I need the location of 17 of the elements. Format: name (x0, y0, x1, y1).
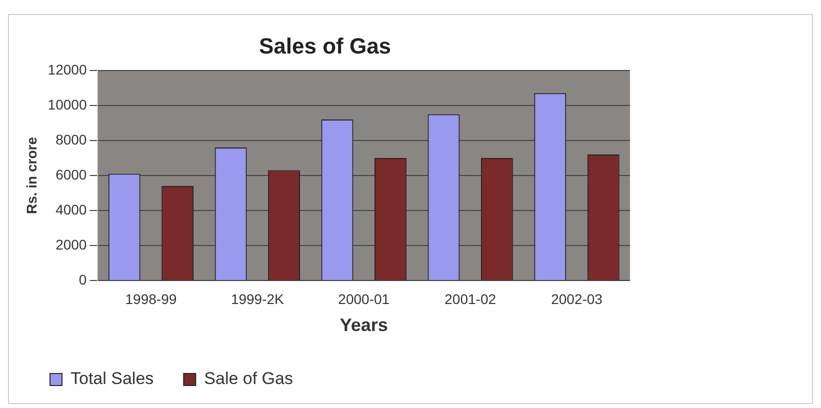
x-tick-label: 1999-2K (230, 290, 285, 307)
y-tick-label: 12000 (48, 61, 87, 78)
y-tick-label: 4000 (56, 201, 87, 218)
y-tick-label: 0 (78, 271, 87, 288)
x-axis-title: Years (340, 315, 388, 336)
x-tick-label: 2001-02 (444, 290, 496, 307)
x-tick-label: 2002-03 (551, 290, 603, 307)
legend-label: Total Sales (70, 369, 154, 388)
chart-title: Sales of Gas (258, 33, 392, 58)
y-tick-label: 6000 (56, 166, 87, 182)
x-tick-label: 1998-99 (125, 290, 177, 307)
legend-label: Sale of Gas (204, 369, 293, 388)
y-axis-title: Rs. in crore (23, 136, 40, 214)
y-tick-label: 2000 (56, 236, 87, 252)
y-tick-label: 8000 (56, 131, 87, 148)
y-tick-label: 10000 (48, 96, 87, 112)
x-tick-label: 2000-01 (338, 290, 390, 307)
